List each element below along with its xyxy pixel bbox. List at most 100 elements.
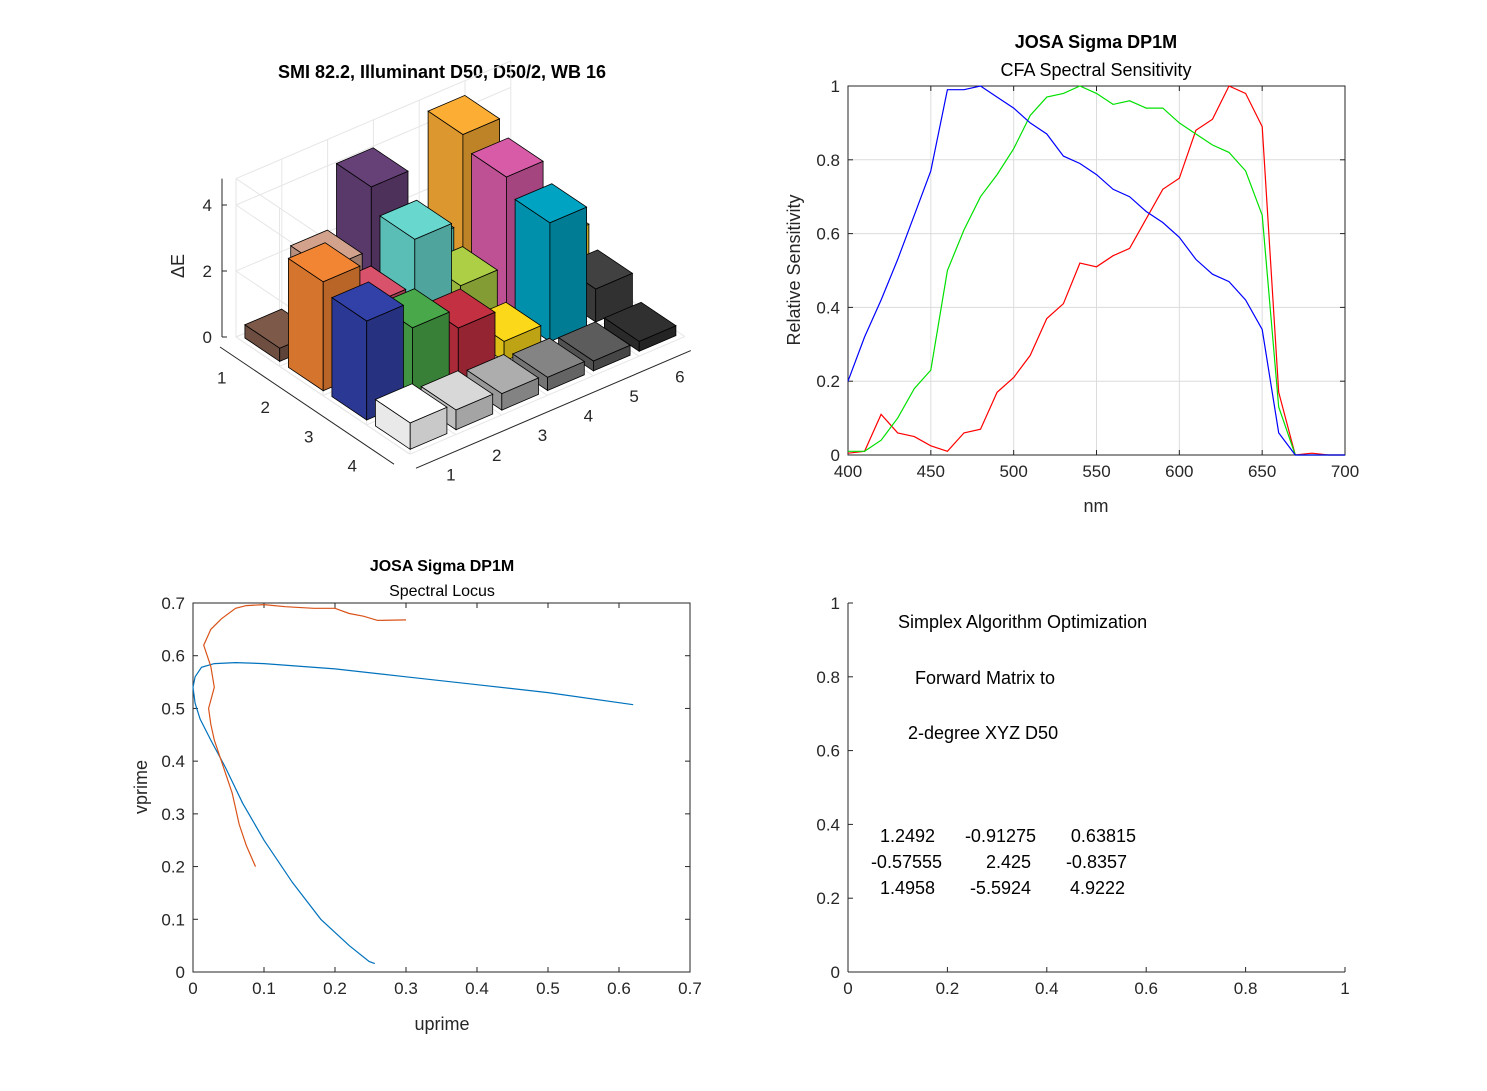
matrix-cell: 1.4958: [880, 878, 935, 898]
bar-face-top: [427, 94, 501, 135]
y-tick-label: 0.8: [816, 151, 840, 170]
z-tick-label: 4: [203, 196, 212, 215]
cfa-sensitivity-panel: JOSA Sigma DP1M CFA Spectral Sensitivity…: [784, 32, 1359, 516]
series-line-2: [847, 85, 1345, 456]
y-tick-label: 0.3: [161, 805, 185, 824]
col-tick-label: 3: [538, 426, 547, 445]
z-tick-label: 2: [203, 262, 212, 281]
bar-face-top: [511, 337, 586, 378]
series-line-1: [203, 603, 407, 867]
spectral-locus-panel: JOSA Sigma DP1M Spectral Locus 0 0.1 0.2 0.…: [131, 558, 702, 1034]
x-tick-label: 0: [843, 979, 852, 998]
bar3d-bars: [244, 94, 677, 451]
y-tick-label: 0.5: [161, 699, 185, 718]
locus-axes: 0 0.1 0.2 0.3 0.4 0.5 0.6 0.7 0 0.1 0.2 0.3 0.4 0.5 0.…: [161, 594, 701, 998]
series-line-1: [848, 85, 1345, 456]
bar-r4-c1: [374, 383, 448, 451]
bar-face-top: [379, 199, 453, 240]
y-tick-label: 0.2: [816, 889, 840, 908]
y-tick-label: 0.4: [816, 298, 840, 317]
bar-r4-c6: [603, 301, 677, 353]
series-line-0: [847, 85, 1345, 456]
x-tick-label: 0.7: [678, 979, 702, 998]
row-tick-label: 4: [348, 457, 357, 476]
col-axis-line: [415, 350, 691, 469]
col-tick-label: 6: [675, 367, 684, 386]
locus-title: JOSA Sigma DP1M: [370, 558, 514, 575]
col-tick-label: 1: [446, 465, 455, 484]
col-tick-label: 4: [584, 407, 593, 426]
row-tick-label: 3: [304, 427, 313, 446]
x-tick-label: 0.8: [1234, 979, 1258, 998]
plot-area: [193, 603, 690, 972]
y-tick-label: 0.6: [816, 225, 840, 244]
row-tick-label: 1: [217, 369, 226, 388]
col-tick-label: 5: [629, 387, 638, 406]
x-tick-label: 650: [1248, 462, 1276, 481]
y-tick-label: 0.1: [161, 910, 185, 929]
y-tick-label: 0.8: [816, 668, 840, 687]
x-tick-label: 0.4: [1035, 979, 1059, 998]
y-tick-label: 0.6: [816, 742, 840, 761]
bar3d-ticks: 0 2 4 1 2 3 4 1 2 3 4 5 6: [203, 178, 691, 484]
matrix-cell: -0.91275: [965, 826, 1036, 846]
bar-face-top: [470, 137, 544, 178]
wall-gridline: [235, 60, 511, 180]
matrix-cell: 2.425: [986, 852, 1031, 872]
matrix-line-3: 2-degree XYZ D50: [908, 723, 1058, 743]
matrix-values: 1.2492 -0.91275 0.63815 -0.57555 2.425 -…: [871, 826, 1136, 898]
bar3d-title: SMI 82.2, Illuminant D50, D50/2, WB 16: [278, 62, 606, 82]
bar-face-top: [374, 383, 448, 424]
col-tick-label: 2: [492, 446, 501, 465]
y-tick-label: 0.7: [161, 594, 185, 613]
bar-face-top: [335, 147, 409, 188]
y-tick-label: 0.4: [161, 752, 185, 771]
y-tick-label: 0: [176, 963, 185, 982]
cfa-series: [847, 85, 1345, 456]
bar-face-top: [466, 354, 540, 395]
z-tick-label: 0: [203, 328, 212, 347]
x-tick-label: 550: [1082, 462, 1110, 481]
x-tick-label: 1: [1340, 979, 1349, 998]
matrix-cell: 0.63815: [1071, 826, 1136, 846]
matrix-cell: -0.57555: [871, 852, 942, 872]
row-axis-line: [219, 346, 395, 465]
bar-face-top: [557, 321, 631, 362]
x-tick-label: 0.1: [252, 979, 276, 998]
y-tick-label: 0.2: [161, 858, 185, 877]
bar3d-zlabel: ΔE: [168, 254, 188, 278]
y-tick-label: 0: [831, 446, 840, 465]
bar-face-top: [287, 242, 361, 283]
x-tick-label: 0.6: [1134, 979, 1158, 998]
y-tick-label: 1: [831, 77, 840, 96]
matrix-cell: 4.9222: [1070, 878, 1125, 898]
x-tick-label: 0: [188, 979, 197, 998]
x-tick-label: 700: [1331, 462, 1359, 481]
matrix-cell: -0.8357: [1066, 852, 1127, 872]
y-tick-label: 0.6: [161, 647, 185, 666]
series-line-0: [192, 661, 634, 965]
matrix-cell: 1.2492: [880, 826, 935, 846]
x-tick-label: 450: [917, 462, 945, 481]
cfa-title: JOSA Sigma DP1M: [1015, 32, 1177, 52]
axes-box: [192, 602, 691, 973]
locus-subtitle: Spectral Locus: [389, 583, 495, 600]
locus-series: [192, 603, 634, 965]
y-tick-label: 0.2: [816, 372, 840, 391]
bar-face-top: [331, 281, 405, 322]
bar-r3-c5: [514, 183, 588, 343]
cfa-ylabel: Relative Sensitivity: [784, 194, 804, 345]
cfa-xlabel: nm: [1083, 496, 1108, 516]
delta-e-3d-bar-panel: SMI 82.2, Illuminant D50, D50/2, WB 16 0…: [168, 60, 691, 484]
matrix-cell: -5.5924: [970, 878, 1031, 898]
x-tick-label: 600: [1165, 462, 1193, 481]
x-tick-label: 0.3: [394, 979, 418, 998]
plot-area: [848, 603, 1345, 972]
bar-face-top: [514, 183, 588, 224]
y-tick-label: 0: [831, 963, 840, 982]
bar-face-top: [603, 301, 677, 342]
x-tick-label: 0.5: [536, 979, 560, 998]
matrix-line-1: Simplex Algorithm Optimization: [898, 612, 1147, 632]
forward-matrix-panel: 0 0.2 0.4 0.6 0.8 1 0 0.2 0.4 0.6 0.8 1 Simplex Alg…: [816, 594, 1349, 998]
